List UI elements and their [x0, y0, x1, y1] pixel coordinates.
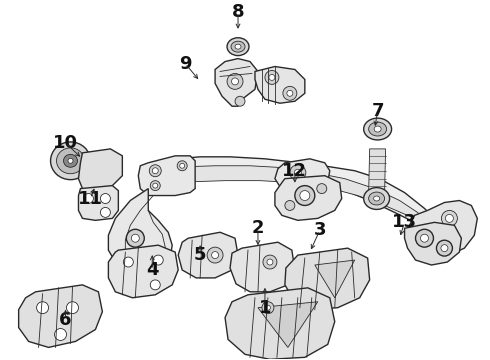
Text: 1: 1 [259, 299, 271, 317]
Circle shape [444, 237, 451, 244]
Circle shape [153, 183, 158, 188]
Polygon shape [275, 176, 342, 220]
Polygon shape [215, 59, 258, 106]
Ellipse shape [364, 188, 390, 210]
Polygon shape [368, 149, 386, 193]
Circle shape [131, 234, 139, 242]
Circle shape [100, 207, 110, 217]
Polygon shape [178, 232, 238, 278]
Ellipse shape [64, 154, 77, 167]
Ellipse shape [227, 38, 249, 55]
Polygon shape [108, 189, 172, 272]
Circle shape [150, 181, 160, 190]
Circle shape [416, 229, 434, 247]
Circle shape [437, 240, 452, 256]
Circle shape [149, 165, 161, 177]
Polygon shape [275, 159, 330, 190]
Circle shape [285, 201, 295, 211]
Circle shape [100, 194, 110, 203]
Circle shape [420, 234, 428, 242]
Text: 6: 6 [59, 311, 72, 329]
Circle shape [295, 186, 315, 206]
Circle shape [177, 161, 187, 171]
Ellipse shape [368, 122, 387, 136]
Polygon shape [160, 166, 427, 222]
Circle shape [212, 252, 219, 258]
Text: 13: 13 [392, 213, 417, 231]
Circle shape [180, 163, 185, 168]
Polygon shape [108, 245, 178, 298]
Circle shape [266, 305, 270, 310]
Circle shape [445, 215, 453, 222]
Polygon shape [225, 288, 335, 359]
Ellipse shape [68, 158, 73, 163]
Circle shape [153, 255, 163, 265]
Circle shape [441, 245, 448, 252]
Ellipse shape [364, 118, 392, 140]
Ellipse shape [374, 196, 380, 201]
Text: 4: 4 [146, 261, 158, 279]
Circle shape [283, 86, 297, 100]
Text: 7: 7 [371, 102, 384, 120]
Circle shape [265, 71, 279, 84]
Polygon shape [230, 242, 295, 292]
Circle shape [263, 255, 277, 269]
Circle shape [150, 280, 160, 290]
Ellipse shape [50, 142, 91, 180]
Circle shape [232, 78, 239, 85]
Polygon shape [148, 157, 437, 228]
Circle shape [83, 194, 94, 203]
Circle shape [441, 233, 454, 247]
Polygon shape [405, 222, 462, 265]
Circle shape [317, 184, 327, 194]
Circle shape [326, 180, 333, 187]
Circle shape [207, 247, 223, 263]
Ellipse shape [235, 44, 241, 49]
Circle shape [235, 96, 245, 106]
Polygon shape [410, 201, 477, 255]
Text: 2: 2 [252, 219, 264, 237]
Text: 12: 12 [282, 162, 307, 180]
Circle shape [145, 255, 151, 261]
Ellipse shape [231, 41, 245, 52]
Circle shape [441, 211, 457, 226]
Circle shape [123, 257, 133, 267]
Polygon shape [138, 156, 195, 195]
Circle shape [141, 251, 155, 265]
Circle shape [262, 302, 274, 314]
Ellipse shape [368, 192, 385, 205]
Polygon shape [285, 248, 369, 310]
Polygon shape [78, 186, 119, 220]
Polygon shape [19, 285, 102, 347]
Circle shape [300, 190, 310, 201]
Text: 5: 5 [194, 246, 206, 264]
Text: 9: 9 [179, 54, 192, 72]
Text: 8: 8 [232, 3, 245, 21]
Circle shape [37, 302, 49, 314]
Polygon shape [315, 260, 355, 298]
Circle shape [227, 73, 243, 89]
Circle shape [152, 168, 158, 174]
Ellipse shape [374, 126, 381, 132]
Polygon shape [258, 302, 318, 347]
Circle shape [126, 229, 144, 247]
Circle shape [294, 169, 301, 176]
Polygon shape [78, 149, 122, 190]
Circle shape [67, 302, 78, 314]
Circle shape [267, 259, 273, 265]
Text: 11: 11 [78, 189, 103, 207]
Circle shape [290, 165, 306, 181]
Text: 3: 3 [314, 221, 326, 239]
Circle shape [54, 329, 67, 341]
Ellipse shape [56, 148, 84, 174]
Circle shape [269, 75, 275, 80]
Circle shape [287, 90, 293, 96]
Polygon shape [255, 67, 305, 103]
Text: 10: 10 [53, 134, 78, 152]
